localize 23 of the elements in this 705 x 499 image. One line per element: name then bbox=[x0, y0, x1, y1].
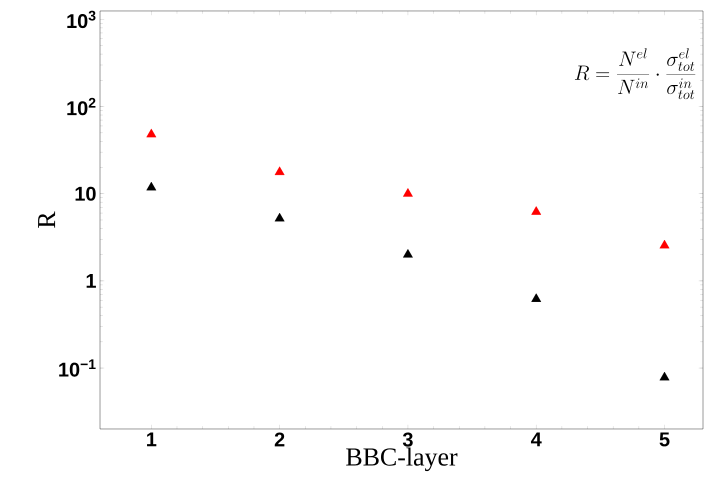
y-tick-label: 10$^{−1}$ bbox=[59, 359, 96, 377]
x-tick-label: 1 bbox=[147, 432, 156, 446]
y-tick-label: 10$^{3}$ bbox=[67, 10, 96, 28]
point bbox=[660, 240, 670, 248]
x-tick-label: 2 bbox=[274, 432, 284, 446]
point bbox=[146, 182, 156, 190]
annotation: $R = \frac{N^{el}}{N^{in}} \cdot \frac{\sigma_{tot}^{el}}{\sigma_{tot}^{in}}$ bbox=[574, 48, 696, 100]
y-axis-title: R bbox=[38, 211, 56, 228]
point bbox=[274, 166, 285, 176]
y-tick-label: 10$^{2}$ bbox=[67, 98, 96, 116]
x-tick-label: 4 bbox=[530, 432, 542, 446]
point bbox=[531, 293, 542, 302]
point bbox=[146, 128, 156, 138]
point bbox=[531, 206, 542, 215]
point bbox=[402, 188, 413, 197]
y-tick-label: 1 bbox=[86, 274, 96, 288]
point bbox=[660, 372, 670, 380]
x-tick-label: 3 bbox=[402, 432, 413, 447]
y-tick-label: 10 bbox=[76, 186, 96, 201]
point bbox=[274, 212, 285, 222]
x-axis-title: BBC-layer bbox=[346, 448, 458, 472]
x-tick-label: 5 bbox=[660, 432, 670, 446]
point bbox=[402, 248, 413, 258]
